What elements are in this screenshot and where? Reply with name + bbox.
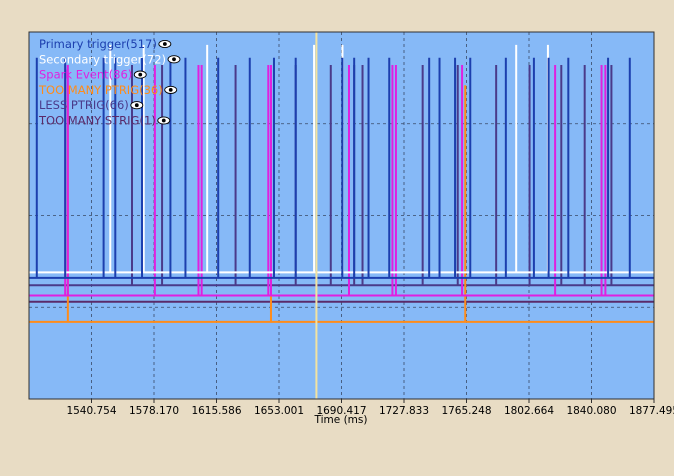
legend-entry: Secondary trigger(72) (39, 52, 166, 66)
x-tick-label: 1727.833 (379, 405, 429, 417)
visibility-eye-icon[interactable] (157, 116, 171, 125)
legend-entry: Primary trigger(517) (39, 37, 157, 51)
x-tick-label: 1615.586 (191, 405, 241, 417)
x-axis-ticks: 1540.754 1578.170 1615.586 1653.001 1690.417… (66, 399, 674, 417)
visibility-eye-icon[interactable] (133, 70, 147, 79)
series-4 (29, 65, 654, 287)
series-layer (29, 44, 654, 323)
x-tick-label: 1540.754 (66, 405, 116, 417)
legend: Primary trigger(517)Secondary trigger(72… (38, 37, 181, 128)
x-tick-label: 1802.664 (504, 405, 554, 417)
x-tick-label: 1765.248 (441, 405, 491, 417)
x-tick-label: 1840.080 (566, 405, 616, 417)
visibility-eye-icon[interactable] (158, 39, 172, 49)
legend-entry: TOO MANY STRIG(1) (38, 114, 156, 128)
x-tick-label: 1653.001 (254, 405, 304, 417)
visibility-eye-icon[interactable] (167, 55, 181, 64)
visibility-eye-icon[interactable] (164, 85, 178, 94)
visibility-eye-icon[interactable] (130, 101, 144, 110)
legend-entry: LESS PTRIG(66) (39, 98, 129, 112)
x-axis-label: Time (ms) (314, 414, 368, 426)
legend-entry: TOO MANY PTRIG(36) (38, 83, 163, 97)
x-tick-label: 1578.170 (129, 405, 179, 417)
x-tick-label: 1877.495 (629, 405, 674, 417)
x-tick-label: 1690.417 (316, 405, 366, 417)
series-0 (29, 57, 654, 279)
legend-entry: Spark Event(86) (39, 68, 132, 82)
